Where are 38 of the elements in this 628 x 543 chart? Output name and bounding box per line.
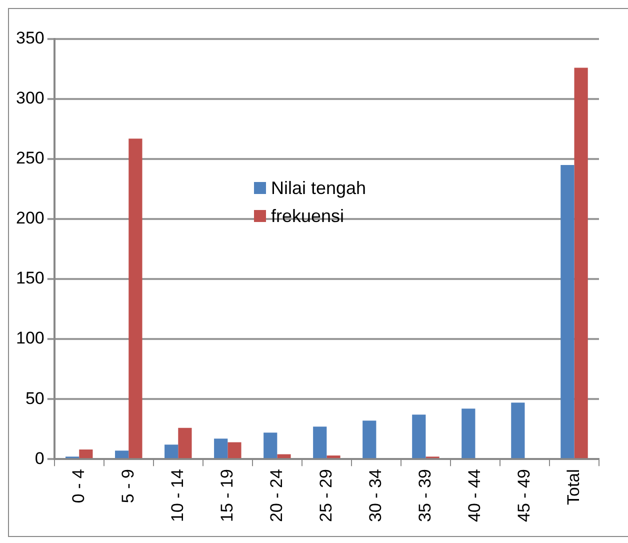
bar xyxy=(214,438,228,458)
bar xyxy=(228,442,242,458)
bar xyxy=(412,414,426,458)
y-tick-label: 50 xyxy=(25,388,44,408)
x-tick-label: 45 - 49 xyxy=(514,469,534,522)
y-tick-label: 250 xyxy=(16,148,44,168)
bar xyxy=(313,426,327,458)
bar xyxy=(264,432,278,458)
bar xyxy=(128,138,142,458)
bar xyxy=(164,444,178,458)
x-tick-label: 10 - 14 xyxy=(168,469,187,522)
bar xyxy=(511,402,525,458)
x-tick-label: 5 - 9 xyxy=(118,469,138,504)
x-tick-label: 0 - 4 xyxy=(68,469,88,504)
y-tick-label: 300 xyxy=(16,88,44,108)
x-tick-label: 20 - 24 xyxy=(266,469,286,522)
x-tick-label: 15 - 19 xyxy=(217,469,236,522)
x-tick-label: 30 - 34 xyxy=(366,469,385,522)
bar xyxy=(115,450,129,458)
x-tick-label: 40 - 44 xyxy=(464,469,484,522)
legend-label: frekuensi xyxy=(271,205,344,228)
y-tick-label: 150 xyxy=(16,268,44,288)
bar xyxy=(560,165,574,458)
y-tick-label: 200 xyxy=(16,208,44,228)
y-tick-label: 100 xyxy=(16,328,44,348)
bar xyxy=(362,420,376,458)
bar xyxy=(79,449,93,458)
x-tick-label: 35 - 39 xyxy=(415,469,434,522)
y-tick-label: 350 xyxy=(16,28,44,48)
bar xyxy=(574,68,588,458)
legend-label: Nilai tengah xyxy=(271,177,366,200)
bar xyxy=(326,455,340,458)
bar xyxy=(178,428,192,458)
y-tick-label: 0 xyxy=(34,448,44,468)
bar xyxy=(462,408,476,458)
x-tick-label: 25 - 29 xyxy=(316,469,336,522)
bar xyxy=(277,454,291,458)
x-tick-label: Total xyxy=(564,469,583,505)
